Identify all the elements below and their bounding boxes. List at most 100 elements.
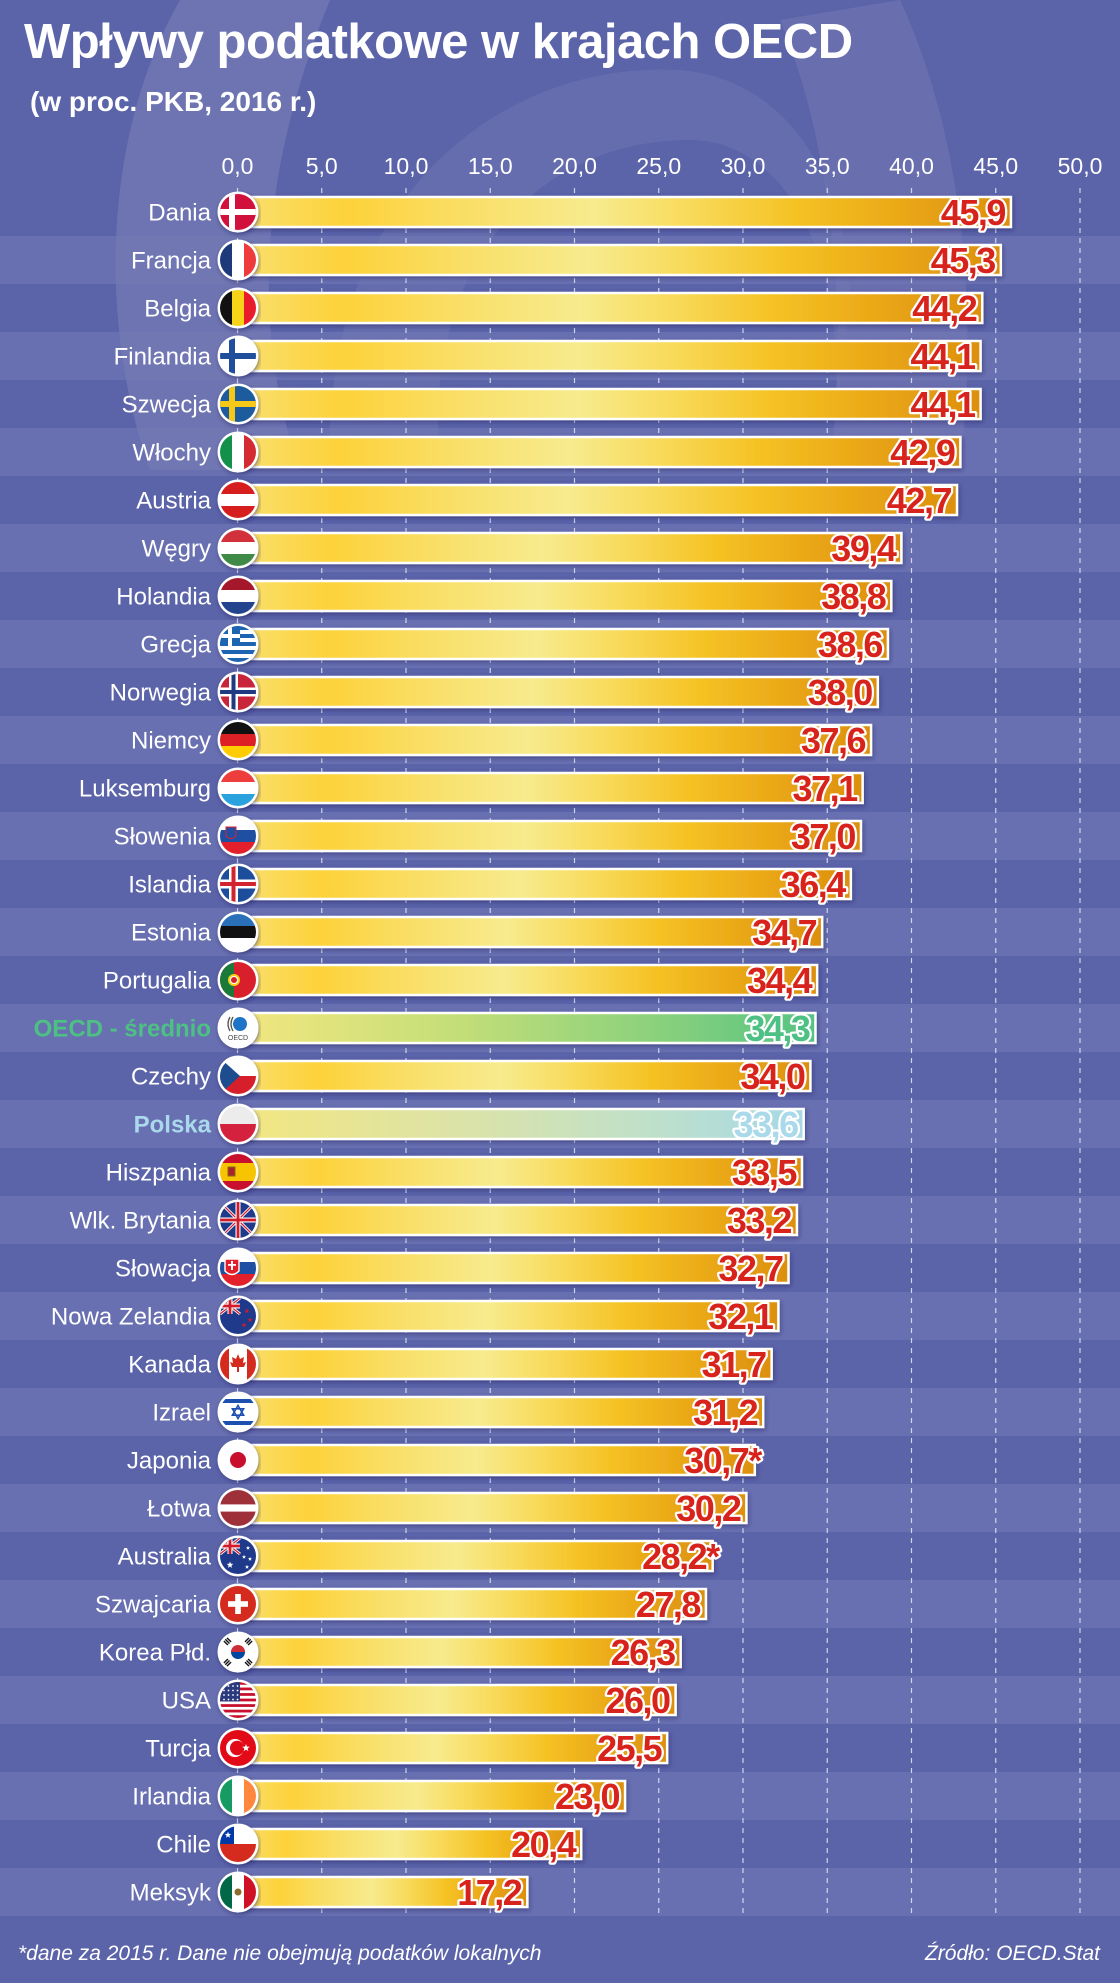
bar xyxy=(236,1347,773,1381)
bar-row: Szwecja 44,1 xyxy=(122,382,982,427)
bar xyxy=(236,1395,765,1429)
bar xyxy=(236,867,853,901)
sweden-flag-icon xyxy=(217,383,259,425)
x-tick-label: 15,0 xyxy=(468,153,513,179)
bar-row: Japonia 30,7* xyxy=(127,1438,766,1484)
bar xyxy=(236,1875,529,1909)
category-label: Australia xyxy=(118,1544,212,1571)
value-label: 33,6 xyxy=(734,1104,799,1145)
category-label: Turcja xyxy=(145,1736,211,1763)
bar xyxy=(236,291,984,325)
category-label: Hiszpania xyxy=(106,1160,212,1187)
bar xyxy=(236,1827,583,1861)
austria-flag-icon xyxy=(217,479,259,521)
category-label: Włochy xyxy=(132,440,211,467)
bar-row: Słowacja 32,7 xyxy=(115,1246,790,1291)
chart-subtitle: (w proc. PKB, 2016 r.) xyxy=(30,86,317,117)
bar-row: Grecja 38,6 xyxy=(140,622,890,667)
usa-flag-icon xyxy=(217,1679,259,1721)
value-label: 23,0 xyxy=(555,1776,620,1817)
bar xyxy=(236,1107,805,1141)
category-label: Słowenia xyxy=(114,824,212,851)
uk-flag-icon xyxy=(217,1199,259,1241)
x-tick-label: 30,0 xyxy=(721,153,766,179)
value-label: 33,5 xyxy=(732,1152,798,1193)
chile-flag-icon xyxy=(217,1823,259,1865)
bar xyxy=(236,243,1003,277)
bar-row: Holandia 38,8 xyxy=(116,574,893,619)
spain-flag-icon xyxy=(217,1151,259,1193)
value-label: 32,1 xyxy=(708,1296,774,1337)
south-korea-flag-icon xyxy=(217,1631,259,1673)
bar xyxy=(236,915,824,949)
category-label: Izrael xyxy=(152,1400,211,1427)
bar xyxy=(236,1059,812,1093)
category-label: Norwegia xyxy=(110,680,212,707)
category-label: Dania xyxy=(148,200,211,227)
row-stripe xyxy=(0,1868,1120,1916)
estonia-flag-icon xyxy=(217,911,259,953)
footnote: *dane za 2015 r. Dane nie obejmują podat… xyxy=(18,1942,542,1965)
value-label: 28,2* xyxy=(642,1536,720,1577)
x-tick-label: 50,0 xyxy=(1058,153,1103,179)
belgium-flag-icon xyxy=(217,287,259,329)
bar xyxy=(236,1539,714,1573)
canada-flag-icon xyxy=(217,1343,259,1385)
bar-row: Finlandia 44,1 xyxy=(114,334,982,379)
slovenia-flag-icon xyxy=(217,815,259,857)
x-tick-label: 35,0 xyxy=(805,153,850,179)
luxembourg-flag-icon xyxy=(217,767,259,809)
norway-flag-icon xyxy=(217,671,259,713)
bar-row: Islandia 36,4 xyxy=(128,862,853,907)
category-label: Meksyk xyxy=(130,1880,212,1907)
oecd-logo-icon: OECD xyxy=(217,1007,259,1049)
source-note: Źródło: OECD.Stat xyxy=(924,1942,1100,1965)
bar xyxy=(236,1587,708,1621)
bar xyxy=(236,1203,799,1237)
category-label: Słowacja xyxy=(115,1256,212,1283)
value-label: 34,4 xyxy=(747,960,813,1001)
bar xyxy=(236,1491,748,1525)
category-label: Szwajcaria xyxy=(95,1592,212,1619)
italy-flag-icon xyxy=(217,431,259,473)
bar-row: Hiszpania 33,5 xyxy=(106,1150,804,1195)
x-tick-label: 25,0 xyxy=(636,153,681,179)
bar-row: Włochy 42,9 xyxy=(132,430,962,475)
bar xyxy=(236,1155,804,1189)
bar xyxy=(236,819,863,853)
bar-row: Nowa Zelandia 32,1 xyxy=(51,1294,780,1339)
x-tick-label: 10,0 xyxy=(384,153,429,179)
value-label: 37,6 xyxy=(801,720,866,761)
bar xyxy=(236,1251,790,1285)
bar xyxy=(236,675,880,709)
value-label: 45,9 xyxy=(941,192,1006,233)
bar-row: Luksemburg 37,1 xyxy=(79,766,864,811)
bar-row: Norwegia 38,0 xyxy=(110,670,880,715)
bar xyxy=(236,1443,757,1477)
bar-row: Irlandia 23,0 xyxy=(132,1774,627,1819)
value-label: 31,7 xyxy=(702,1344,767,1385)
bar-row: Wlk. Brytania 33,2 xyxy=(70,1198,799,1243)
bar-row: Niemcy 37,6 xyxy=(131,718,873,763)
value-label: 39,4 xyxy=(831,528,897,569)
mexico-flag-icon xyxy=(217,1871,259,1913)
chart-title: Wpływy podatkowe w krajach OECD xyxy=(24,15,853,69)
value-label: 34,3 xyxy=(745,1008,810,1049)
bar xyxy=(236,579,893,613)
value-label: 36,4 xyxy=(781,864,847,905)
greece-flag-icon xyxy=(217,623,259,665)
new-zealand-flag-icon xyxy=(217,1295,259,1337)
value-label: 33,2 xyxy=(727,1200,792,1241)
bar xyxy=(236,963,819,997)
category-label: Korea Płd. xyxy=(99,1640,211,1667)
bar-row: USA 26,0 xyxy=(162,1678,677,1723)
bar-rows: Dania 45,9 Francja 45,3 Belgia 44,2 Finlandia 4… xyxy=(34,190,1013,1915)
value-label: 37,1 xyxy=(793,768,859,809)
category-label: Luksemburg xyxy=(79,776,211,803)
value-label: 30,7* xyxy=(684,1440,762,1481)
category-label: Szwecja xyxy=(122,392,212,419)
value-label: 38,0 xyxy=(808,672,873,713)
category-label: Kanada xyxy=(128,1352,211,1379)
